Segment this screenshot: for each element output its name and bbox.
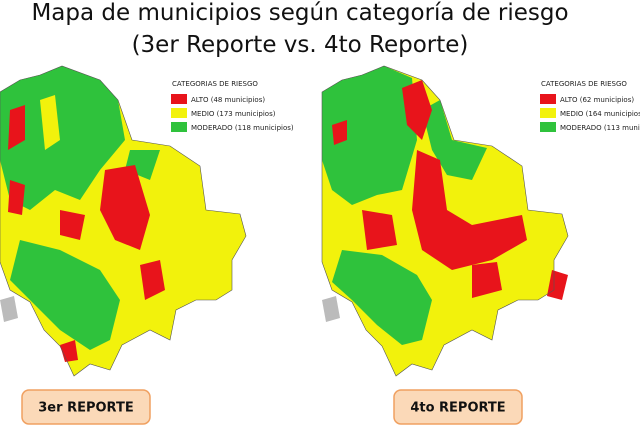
legend-swatch xyxy=(540,108,556,118)
legends: CATEGORIAS DE RIESGO ALTO (48 municipios)… xyxy=(171,80,640,132)
legend-swatch xyxy=(171,108,187,118)
lake xyxy=(322,296,340,322)
region xyxy=(412,150,527,270)
map xyxy=(321,65,569,377)
report-button[interactable] xyxy=(393,389,523,425)
region xyxy=(402,80,432,140)
region xyxy=(100,165,150,250)
region xyxy=(0,66,125,210)
legend-swatch xyxy=(171,94,187,104)
region xyxy=(472,262,502,298)
title-line: (3er Reporte vs. 4to Reporte) xyxy=(132,32,469,58)
region xyxy=(332,250,432,345)
legend-label: MEDIO (173 municipios) xyxy=(191,110,276,118)
report-button[interactable] xyxy=(21,389,151,425)
legend-swatch xyxy=(540,122,556,132)
legend-swatch xyxy=(171,122,187,132)
legend-title: CATEGORIAS DE RIESGO xyxy=(541,80,627,88)
map xyxy=(0,65,247,377)
region xyxy=(322,66,417,205)
legend-label: ALTO (48 municipios) xyxy=(191,96,265,104)
region xyxy=(40,95,60,150)
legend-label: MODERADO (118 municipios) xyxy=(191,124,294,132)
legend-label: MODERADO (113 municipios) xyxy=(560,124,640,132)
report-label: 3er REPORTE xyxy=(38,401,133,416)
title-line: Mapa de municipios según categoría de ri… xyxy=(31,0,568,26)
region xyxy=(140,260,165,300)
lake xyxy=(0,296,18,322)
legend-swatch xyxy=(540,94,556,104)
legend-label: MEDIO (164 municipios) xyxy=(560,110,640,118)
report-label: 4to REPORTE xyxy=(410,401,505,416)
region xyxy=(8,105,25,150)
region xyxy=(547,270,568,300)
legend-label: ALTO (62 municipios) xyxy=(560,96,634,104)
legend-title: CATEGORIAS DE RIESGO xyxy=(172,80,258,88)
region xyxy=(60,340,78,362)
region xyxy=(10,240,120,350)
region xyxy=(8,180,25,215)
buttons: 3er REPORTE 4to REPORTE xyxy=(21,389,523,425)
region xyxy=(60,210,85,240)
region xyxy=(362,210,397,250)
region xyxy=(332,120,347,145)
